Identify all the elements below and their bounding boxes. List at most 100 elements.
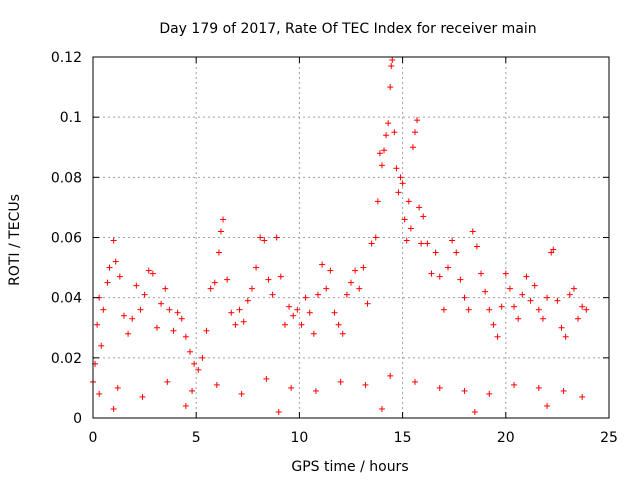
- data-point: [550, 246, 557, 253]
- plot-frame: [92, 56, 610, 419]
- data-point: [411, 129, 418, 136]
- data-point: [290, 312, 297, 319]
- data-point: [288, 384, 295, 391]
- data-point: [506, 285, 513, 292]
- data-point: [248, 285, 255, 292]
- data-point: [145, 267, 152, 274]
- data-point: [461, 294, 468, 301]
- data-point: [397, 174, 404, 181]
- data-point: [372, 234, 379, 241]
- data-point: [104, 279, 111, 286]
- data-point: [424, 240, 431, 247]
- data-point: [544, 402, 551, 409]
- data-point: [575, 315, 582, 322]
- data-point: [391, 129, 398, 136]
- data-point: [352, 267, 359, 274]
- data-point: [170, 327, 177, 334]
- data-point: [403, 237, 410, 244]
- data-point: [263, 375, 270, 382]
- data-point: [399, 180, 406, 187]
- data-point: [511, 381, 518, 388]
- data-point: [560, 387, 567, 394]
- data-point: [228, 309, 235, 316]
- data-point: [323, 285, 330, 292]
- data-point: [195, 366, 202, 373]
- data-point: [236, 306, 243, 313]
- data-point: [100, 306, 107, 313]
- data-point: [281, 321, 288, 328]
- data-point: [178, 315, 185, 322]
- y-tick-label: 0.1: [60, 110, 82, 126]
- data-point: [98, 342, 105, 349]
- data-point: [387, 84, 394, 91]
- data-point: [478, 270, 485, 277]
- x-tick-label: 10: [290, 430, 308, 446]
- y-axis-ticks: 0 0.02 0.04 0.06 0.08 0.1 0.12: [51, 50, 609, 427]
- data-point: [453, 249, 460, 256]
- data-point: [579, 393, 586, 400]
- data-point: [116, 273, 123, 280]
- data-points: [90, 57, 590, 415]
- data-point: [436, 384, 443, 391]
- data-point: [465, 306, 472, 313]
- data-point: [343, 291, 350, 298]
- data-point: [471, 408, 478, 415]
- data-point: [388, 63, 395, 70]
- data-point: [356, 285, 363, 292]
- data-point: [162, 285, 169, 292]
- data-point: [215, 249, 222, 256]
- data-point: [166, 306, 173, 313]
- data-point: [378, 162, 385, 169]
- data-point: [527, 297, 534, 304]
- data-point: [461, 387, 468, 394]
- data-point: [153, 324, 160, 331]
- data-point: [457, 276, 464, 283]
- data-point: [211, 279, 218, 286]
- data-point: [133, 282, 140, 289]
- chart-title: Day 179 of 2017, Rate Of TEC Index for r…: [159, 21, 536, 37]
- data-point: [120, 312, 127, 319]
- data-point: [395, 189, 402, 196]
- data-point: [257, 234, 264, 241]
- data-point: [432, 249, 439, 256]
- data-point: [217, 228, 224, 235]
- data-point: [562, 333, 569, 340]
- data-point: [314, 291, 321, 298]
- data-point: [106, 264, 113, 271]
- data-point: [440, 306, 447, 313]
- data-point: [191, 360, 198, 367]
- data-point: [302, 294, 309, 301]
- data-point: [244, 297, 251, 304]
- data-point: [182, 333, 189, 340]
- data-point: [368, 240, 375, 247]
- data-point: [389, 57, 396, 64]
- data-point: [469, 228, 476, 235]
- data-point: [539, 315, 546, 322]
- data-point: [125, 330, 132, 337]
- data-point: [238, 390, 245, 397]
- data-point: [269, 291, 276, 298]
- data-point: [558, 324, 565, 331]
- data-point: [286, 303, 293, 310]
- data-point: [486, 306, 493, 313]
- data-point: [414, 117, 421, 124]
- data-point: [331, 309, 338, 316]
- data-point: [486, 390, 493, 397]
- data-point: [174, 309, 181, 316]
- y-tick-label: 0.08: [51, 170, 82, 186]
- data-point: [182, 402, 189, 409]
- data-point: [554, 297, 561, 304]
- data-point: [327, 267, 334, 274]
- data-point: [187, 348, 194, 355]
- data-point: [548, 249, 555, 256]
- data-point: [310, 330, 317, 337]
- data-point: [409, 144, 416, 151]
- data-point: [189, 387, 196, 394]
- data-point: [570, 285, 577, 292]
- data-point: [94, 321, 101, 328]
- y-tick-label: 0.02: [51, 351, 82, 367]
- data-point: [265, 276, 272, 283]
- data-point: [273, 234, 280, 241]
- data-point: [498, 303, 505, 310]
- data-point: [114, 384, 121, 391]
